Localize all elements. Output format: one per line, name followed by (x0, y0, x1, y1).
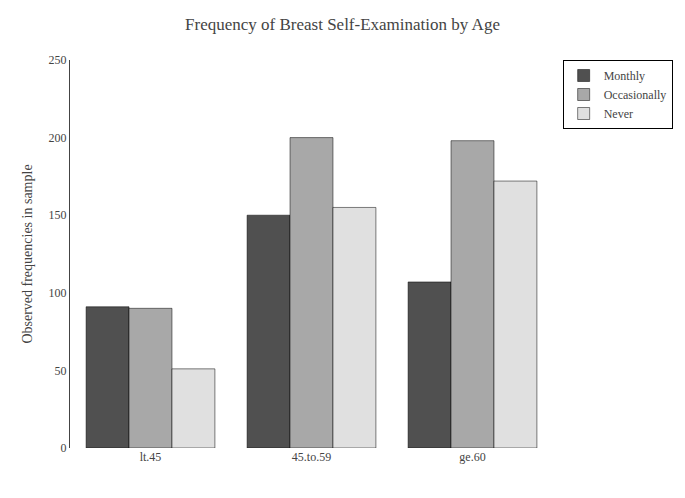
svg-text:200: 200 (49, 131, 67, 145)
svg-text:50: 50 (55, 364, 67, 378)
svg-text:250: 250 (49, 53, 67, 67)
svg-text:150: 150 (49, 208, 67, 222)
svg-text:ge.60: ge.60 (459, 450, 485, 464)
svg-text:Frequency of Breast Self-Exami: Frequency of Breast Self-Examination by … (185, 15, 500, 34)
svg-text:Observed frequencies in sample: Observed frequencies in sample (20, 164, 35, 343)
svg-text:100: 100 (49, 286, 67, 300)
svg-text:Never: Never (604, 107, 633, 121)
svg-text:0: 0 (61, 441, 67, 455)
svg-text:Occasionally: Occasionally (604, 88, 667, 102)
svg-text:Monthly: Monthly (604, 69, 645, 83)
svg-text:lt.45: lt.45 (140, 450, 162, 464)
svg-text:45.to.59: 45.to.59 (292, 450, 331, 464)
